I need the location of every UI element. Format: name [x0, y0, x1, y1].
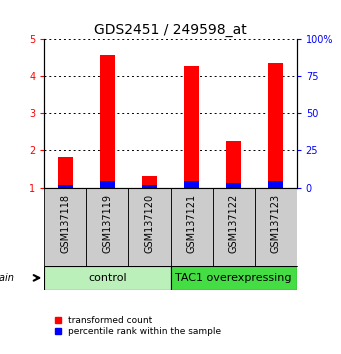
- Bar: [44, 266, 170, 290]
- Bar: [226, 183, 241, 188]
- Text: GSM137120: GSM137120: [145, 194, 154, 253]
- Text: GSM137119: GSM137119: [102, 194, 113, 253]
- Bar: [44, 188, 86, 266]
- Bar: [129, 188, 170, 266]
- Bar: [100, 181, 115, 188]
- Text: GSM137121: GSM137121: [187, 194, 196, 253]
- Bar: [226, 141, 241, 188]
- Text: TAC1 overexpressing: TAC1 overexpressing: [175, 273, 292, 283]
- Text: GSM137123: GSM137123: [271, 194, 281, 253]
- Legend: transformed count, percentile rank within the sample: transformed count, percentile rank withi…: [55, 316, 221, 336]
- Text: GSM137118: GSM137118: [60, 194, 70, 253]
- Bar: [184, 181, 199, 188]
- Bar: [255, 188, 297, 266]
- Bar: [58, 157, 73, 188]
- Bar: [170, 266, 297, 290]
- Bar: [142, 176, 157, 188]
- Bar: [142, 185, 157, 188]
- Bar: [86, 188, 129, 266]
- Text: control: control: [88, 273, 127, 283]
- Bar: [58, 185, 73, 188]
- Text: GSM137122: GSM137122: [228, 194, 239, 253]
- Bar: [170, 188, 212, 266]
- Bar: [212, 188, 255, 266]
- Bar: [184, 66, 199, 188]
- Bar: [268, 181, 283, 188]
- Bar: [268, 63, 283, 188]
- Bar: [100, 55, 115, 188]
- Title: GDS2451 / 249598_at: GDS2451 / 249598_at: [94, 23, 247, 36]
- Text: strain: strain: [0, 273, 15, 283]
